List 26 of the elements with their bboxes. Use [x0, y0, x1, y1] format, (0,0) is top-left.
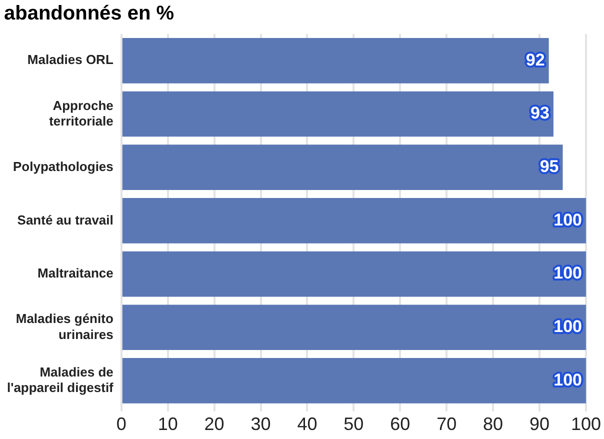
y-tick-label: Polypathologies — [12, 158, 114, 174]
data-label: 100 — [554, 210, 582, 230]
data-label: 100 — [554, 370, 582, 390]
data-label: 100 — [554, 264, 582, 283]
y-tick-label: Maladies génito urinaires — [16, 311, 114, 342]
y-tick-label: Santé au travail — [17, 212, 114, 228]
y-tick-label: Maladies ORL — [27, 52, 114, 68]
y-tick-label: Maladies de l'appareil digestif — [6, 364, 114, 396]
x-tick-label: 70 — [436, 414, 457, 434]
x-tick-label: 10 — [158, 414, 178, 434]
y-tick-label: Approche territoriale — [49, 98, 114, 128]
data-label: 92 — [526, 50, 545, 70]
x-tick-label: 0 — [116, 414, 126, 434]
x-tick-label: 40 — [297, 414, 318, 434]
data-label: 100 — [554, 317, 582, 336]
x-tick-label: 100 — [570, 414, 602, 434]
data-label: 93 — [530, 104, 550, 123]
chart-title: abandonnés en % — [4, 2, 174, 25]
x-tick-label: 20 — [204, 414, 224, 434]
x-tick-label: 90 — [530, 414, 550, 434]
x-tick-label: 60 — [390, 414, 410, 434]
x-tick-label: 30 — [250, 414, 271, 434]
x-tick-label: 50 — [344, 414, 364, 434]
data-label: 95 — [540, 157, 559, 176]
x-tick-label: 80 — [483, 414, 504, 434]
y-tick-label: Maltraitance — [38, 266, 114, 281]
